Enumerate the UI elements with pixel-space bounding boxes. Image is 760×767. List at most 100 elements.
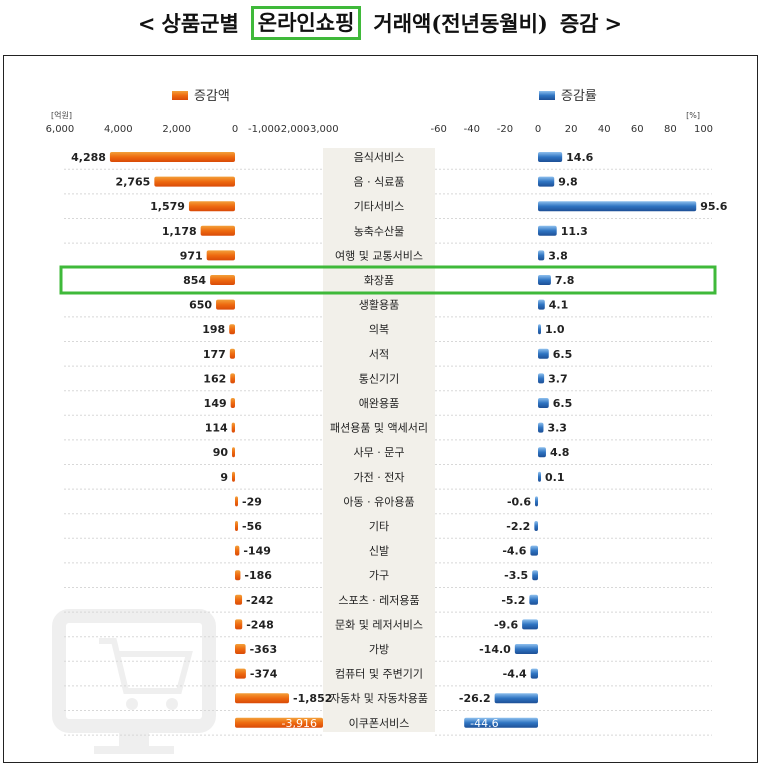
amount-bar — [200, 225, 235, 236]
amount-value-label: 114 — [205, 422, 228, 435]
category-row: 가구 -186 -3.5 — [64, 569, 712, 588]
rate-value-label: 0.1 — [545, 471, 565, 484]
rate-value-label: -9.6 — [494, 618, 518, 631]
rate-bar — [464, 717, 538, 728]
category-label: 통신기기 — [359, 372, 399, 385]
category-row: 스포츠 · 레저용품 -242 -5.2 — [64, 594, 712, 613]
category-row: 기타서비스 1,579 95.6 — [64, 200, 728, 219]
rate-value-label: 9.8 — [558, 176, 578, 189]
amount-bar — [216, 299, 235, 310]
rate-value-label: 11.3 — [561, 225, 588, 238]
amount-bar — [230, 373, 235, 384]
amount-bar — [235, 717, 323, 728]
rate-bar — [538, 152, 563, 162]
legend-swatch-amount — [172, 91, 188, 100]
title-prefix: < — [137, 10, 156, 36]
amount-value-label: 90 — [213, 446, 229, 459]
amount-value-label: -374 — [250, 668, 278, 681]
rate-tick-label: 100 — [694, 124, 713, 135]
rate-value-label: -14.0 — [479, 643, 511, 656]
amount-bar — [235, 496, 238, 507]
category-label: 서적 — [369, 348, 389, 361]
rate-value-label: 7.8 — [555, 274, 575, 287]
category-label: 컴퓨터 및 주변기기 — [335, 668, 423, 681]
category-row: 가방 -363 -14.0 — [64, 643, 712, 662]
category-row: 가전 · 전자 9 0.1 — [64, 471, 712, 490]
category-label: 생활용품 — [359, 298, 399, 312]
amount-bar — [232, 447, 235, 458]
amount-bar — [235, 570, 241, 581]
rate-tick-label: 20 — [565, 124, 578, 135]
category-label: 의복 — [369, 323, 389, 336]
rate-value-label: -2.2 — [506, 520, 530, 533]
rate-value-label: -26.2 — [459, 692, 491, 705]
category-label: 문화 및 레저서비스 — [335, 618, 423, 631]
rate-tick-label: -60 — [431, 124, 447, 135]
amount-tick-label: 2,000 — [162, 124, 191, 135]
amount-bar — [206, 250, 235, 261]
rate-bar — [538, 447, 546, 458]
category-label: 신발 — [369, 545, 389, 558]
rate-bar — [538, 299, 545, 310]
amount-value-label: -1,852 — [293, 692, 332, 705]
legend-label-rate: 증감률 — [561, 89, 597, 104]
amount-bar — [109, 152, 235, 162]
rate-tick-label: 60 — [631, 124, 644, 135]
amount-value-label: 650 — [189, 299, 212, 312]
rate-bar — [522, 619, 538, 630]
category-label: 음식서비스 — [354, 151, 405, 164]
category-row: 통신기기 162 3.7 — [64, 372, 712, 392]
rate-bar — [530, 668, 538, 679]
rate-bar — [534, 521, 538, 531]
amount-tick-label: 6,000 — [46, 124, 75, 135]
amount-value-label: -248 — [246, 618, 274, 631]
amount-bar — [188, 201, 235, 212]
amount-bar — [210, 275, 235, 285]
rate-bar — [538, 201, 697, 212]
amount-value-label: -186 — [244, 569, 272, 582]
rate-value-label: 1.0 — [545, 323, 565, 336]
amount-tick-label: -2,000 — [277, 124, 309, 135]
rate-tick-label: 40 — [598, 124, 611, 135]
rate-tick-label: 0 — [535, 124, 541, 135]
amount-tick-label: -1,000 — [248, 124, 280, 135]
legend: 증감액 증감률 — [172, 89, 597, 104]
amount-value-label: 162 — [203, 372, 226, 385]
rate-value-label: 3.8 — [548, 249, 568, 262]
rate-value-label: -5.2 — [501, 594, 525, 607]
rate-value-label: 4.1 — [549, 299, 569, 312]
axes: [억원] [%] 6,000 4,000 2,000 0 -1,000-2,000-3,00… — [46, 110, 713, 135]
rate-bar — [538, 275, 551, 285]
amount-bar — [231, 422, 235, 433]
category-label: 사무 · 문구 — [354, 446, 405, 459]
category-label: 음 · 식료품 — [354, 176, 405, 189]
amount-tick-label: 0 — [232, 124, 238, 135]
title-part2: 거래액(전년동월비) — [373, 11, 548, 36]
category-label: 이쿠폰서비스 — [349, 717, 410, 730]
amount-value-label: -149 — [243, 545, 271, 558]
rate-bar — [494, 693, 538, 704]
rate-value-label: 4.8 — [550, 446, 570, 459]
rate-value-label: 6.5 — [553, 397, 573, 410]
category-label: 애완용품 — [359, 397, 399, 410]
rate-bar — [532, 570, 538, 581]
rate-value-label: 14.6 — [566, 151, 593, 164]
title-part3: 증감 — [559, 11, 599, 36]
amount-bar — [154, 176, 235, 187]
rate-value-label: 6.5 — [553, 348, 573, 361]
title-part1: 상품군별 — [161, 11, 239, 36]
category-row: 기타 -56 -2.2 — [64, 520, 712, 539]
amount-value-label: 2,765 — [116, 176, 151, 189]
amount-bar — [235, 693, 290, 704]
rate-bar — [538, 176, 555, 187]
rate-value-label: -0.6 — [507, 495, 531, 508]
category-row: 아동 · 유아용품 -29 -0.6 — [64, 495, 712, 515]
category-label: 패션용품 및 액세서리 — [330, 422, 428, 435]
legend-swatch-rate — [539, 91, 555, 100]
rate-bar — [538, 373, 545, 384]
bar-rows: 음식서비스 4,288 14.6 음 · 식료품 2,765 9.8 기타서비스 1,579 9… — [64, 151, 728, 736]
category-row: 컴퓨터 및 주변기기 -374 -4.4 — [64, 668, 712, 687]
rate-value-label: -3.5 — [504, 569, 528, 582]
amount-bar — [229, 348, 235, 359]
amount-bar — [235, 545, 240, 556]
